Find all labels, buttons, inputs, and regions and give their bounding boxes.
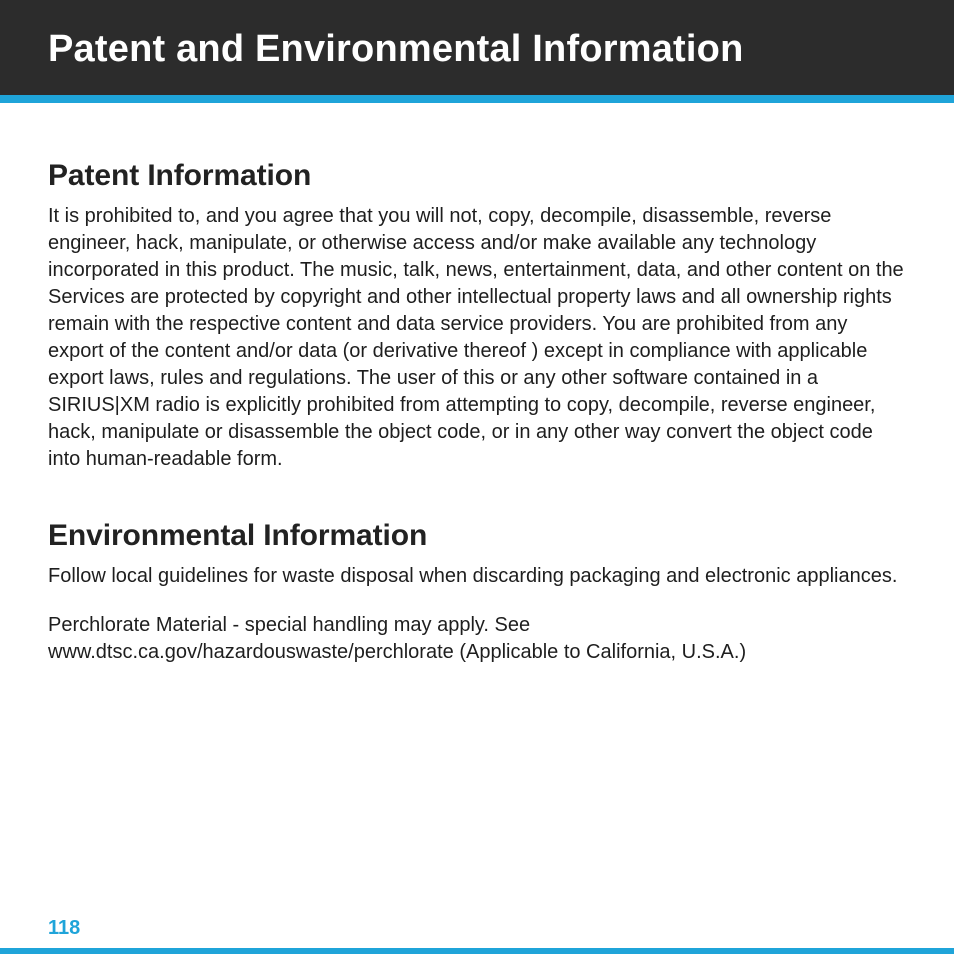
section-environmental-information: Environmental Information Follow local g… xyxy=(48,519,906,666)
section-patent-information: Patent Information It is prohibited to, … xyxy=(48,159,906,473)
accent-bar-bottom xyxy=(0,948,954,954)
page-header: Patent and Environmental Information xyxy=(0,0,954,95)
body-paragraph: It is prohibited to, and you agree that … xyxy=(48,203,906,473)
document-page: Patent and Environmental Information Pat… xyxy=(0,0,954,954)
section-heading: Environmental Information xyxy=(48,519,906,553)
section-heading: Patent Information xyxy=(48,159,906,193)
body-paragraph: Follow local guidelines for waste dispos… xyxy=(48,563,906,590)
accent-bar-top xyxy=(0,95,954,103)
body-paragraph: Perchlorate Material - special handling … xyxy=(48,612,906,666)
page-title: Patent and Environmental Information xyxy=(48,28,906,71)
page-number: 118 xyxy=(48,917,80,940)
page-content: Patent Information It is prohibited to, … xyxy=(0,103,954,948)
